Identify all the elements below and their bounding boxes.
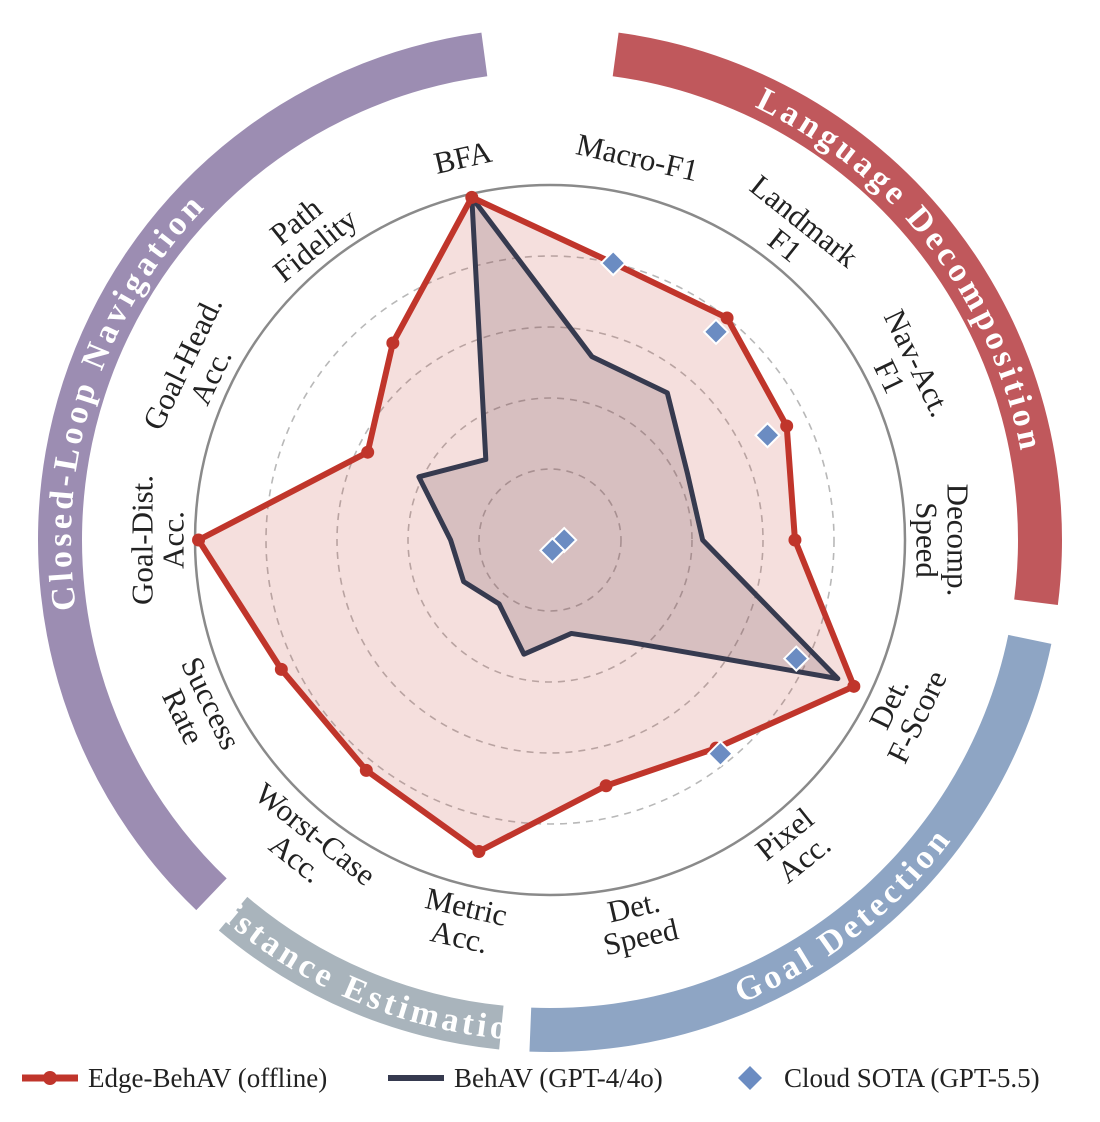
axis-label-3: Decomp.Speed [910,484,976,597]
group-band-1 [529,634,1052,1052]
axis-label-line-13-0: BFA [430,134,495,181]
axis-label-12: PathFidelity [247,177,364,289]
axis-label-9: SuccessRate [146,651,248,768]
axis-label-line-3-0: Decomp. [941,484,976,597]
axis-label-1: LandmarkF1 [724,168,865,299]
cloud-sota-point-1 [702,318,730,346]
axis-label-group-10: Goal-Dist.Acc. [125,475,191,605]
axis-label-line-0-0: Macro-F1 [573,126,702,188]
cloud-sota-point-4 [782,645,810,673]
grid-ring-0 [478,468,622,612]
edge-behav-point-1 [720,311,734,325]
edge-behav-point-13 [465,190,479,204]
axis-label-group-2: Nav-Act.F1 [849,304,958,436]
edge-behav-area [198,197,854,852]
edge-behav-point-6 [599,779,613,793]
legend: Edge-BehAV (offline) BehAV (GPT-4/4o) Clou… [22,1063,1040,1093]
axis-label-line-3-1: Speed [910,502,945,578]
axis-label-group-13: BFA [430,134,495,181]
axis-label-0: Macro-F1 [573,126,702,188]
axis-label-group-6: Det.Speed [593,881,682,963]
axis-label-group-0: Macro-F1 [573,126,702,188]
edge-behav-point-9 [274,662,288,676]
grid-ring-2 [336,326,764,754]
axis-label-line-10-0: Goal-Dist. [125,475,160,605]
group-band-2 [218,896,504,1050]
edge-behav-point-8 [359,763,373,777]
legend-cloud-label: Cloud SOTA (GPT-5.5) [784,1063,1040,1093]
edge-behav-point-11 [361,445,375,459]
axis-label-4: Det.F-Score [852,651,954,768]
group-label-text-0: Language Decomposition [751,81,1046,457]
axis-label-group-12: PathFidelity [247,177,364,289]
legend-behav-label: BehAV (GPT-4/4o) [454,1063,663,1093]
cloud-sota-point-5 [707,740,734,768]
axis-label-group-5: PixelAcc. [749,800,840,891]
group-band-3 [38,32,488,911]
axis-label-10: Goal-Dist.Acc. [125,475,191,605]
axis-label-line-10-1: Acc. [156,511,191,569]
legend-edge-marker [43,1071,57,1085]
axis-label-2: Nav-Act.F1 [849,304,958,436]
axis-label-5: PixelAcc. [749,800,840,891]
group-label-0: Language Decomposition [751,81,1050,457]
edge-behav-point-10 [192,533,206,547]
grid-ring-1 [407,397,693,683]
legend-edge-label: Edge-BehAV (offline) [88,1063,327,1093]
axis-label-7: MetricAcc. [415,880,510,963]
legend-cloud-marker [738,1066,762,1090]
cloud-sota-point-0 [599,249,627,277]
group-band-0 [612,32,1062,606]
edge-behav-point-3 [788,533,802,547]
edge-behav-point-4 [847,679,861,693]
behav-polygon [416,194,841,682]
axis-label-6: Det.Speed [593,881,682,962]
cloud-sota-point-6 [538,536,566,564]
axis-label-13: BFA [430,134,495,181]
axis-label-group-9: SuccessRate [146,651,248,768]
axis-label-group-1: LandmarkF1 [724,168,866,299]
cloud-sota-point-2 [754,421,781,449]
edge-behav-point-7 [472,844,486,858]
axis-label-group-3: Decomp.Speed [910,484,976,597]
edge-behav-point-12 [386,336,400,350]
axis-label-group-4: Det.F-Score [852,651,954,769]
axis-label-group-7: MetricAcc. [415,880,510,963]
grid-ring-3 [265,255,835,825]
edge-behav-point-2 [780,419,794,433]
axis-label-line-1-0: Landmark [744,168,866,275]
